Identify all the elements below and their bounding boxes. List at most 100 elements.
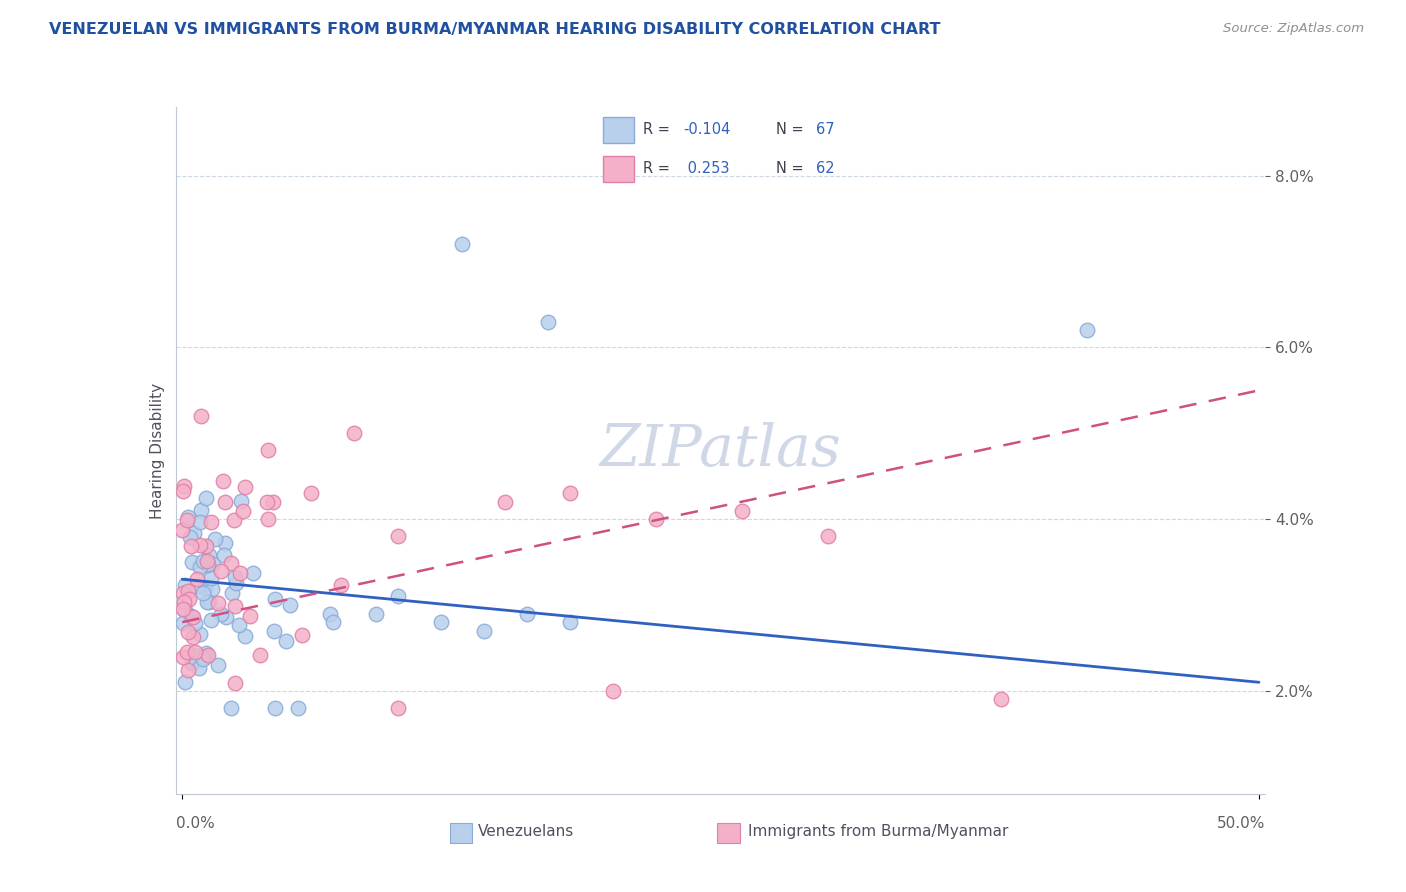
Point: [191, 586, 214, 600]
Point: [387, 529, 409, 543]
Point: [172, 523, 194, 537]
Point: [173, 595, 195, 609]
Text: N =: N =: [776, 161, 808, 177]
Point: [257, 512, 280, 526]
Point: [228, 566, 250, 581]
Point: [188, 538, 211, 552]
Point: [451, 237, 474, 252]
Point: [287, 701, 309, 715]
Text: 0.0%: 0.0%: [176, 816, 215, 831]
Text: R =: R =: [643, 161, 675, 177]
Point: [387, 701, 409, 715]
Point: [472, 624, 495, 638]
Point: [194, 648, 217, 663]
Point: [202, 557, 225, 571]
Text: Venezuelans: Venezuelans: [478, 824, 574, 838]
Text: N =: N =: [776, 122, 808, 137]
Point: [264, 591, 287, 606]
Point: [645, 512, 668, 526]
Point: [207, 596, 229, 610]
Point: [225, 576, 247, 591]
Point: [176, 645, 198, 659]
Point: [195, 554, 218, 568]
Point: [233, 629, 256, 643]
Point: [173, 602, 195, 616]
Point: [181, 630, 204, 644]
Point: [224, 676, 246, 690]
Text: 62: 62: [817, 161, 835, 177]
Point: [221, 701, 243, 715]
Point: [172, 601, 194, 615]
Point: [558, 615, 581, 630]
Point: [290, 628, 312, 642]
Point: [212, 475, 235, 489]
Point: [231, 504, 253, 518]
Point: [190, 409, 212, 424]
Point: [186, 572, 208, 586]
Point: [197, 648, 219, 662]
Point: [183, 526, 205, 541]
Point: [180, 608, 202, 623]
Point: [194, 491, 217, 505]
Point: [200, 515, 222, 529]
Text: Immigrants from Burma/Myanmar: Immigrants from Burma/Myanmar: [748, 824, 1008, 838]
Point: [201, 582, 224, 596]
Point: [172, 650, 194, 665]
Point: [224, 570, 246, 584]
Point: [172, 483, 194, 498]
Point: [516, 607, 538, 621]
Point: [177, 663, 200, 677]
Point: [204, 532, 226, 546]
Point: [343, 426, 366, 441]
Point: [731, 503, 754, 517]
Point: [221, 556, 243, 570]
Point: [193, 650, 215, 665]
Point: [537, 315, 560, 329]
Text: 50.0%: 50.0%: [1218, 816, 1265, 831]
Text: Source: ZipAtlas.com: Source: ZipAtlas.com: [1223, 22, 1364, 36]
Point: [181, 555, 204, 569]
Point: [1076, 323, 1098, 337]
Point: [233, 480, 256, 494]
Point: [329, 578, 352, 592]
Point: [257, 443, 280, 458]
Point: [181, 610, 204, 624]
Text: ZIPatlas: ZIPatlas: [600, 422, 841, 479]
Point: [188, 627, 211, 641]
Point: [188, 560, 211, 574]
Point: [228, 617, 250, 632]
Point: [299, 486, 322, 500]
Bar: [603, 156, 634, 182]
Point: [179, 591, 201, 606]
Text: R =: R =: [643, 122, 675, 137]
Point: [198, 548, 221, 562]
Point: [186, 579, 208, 593]
Point: [179, 530, 201, 544]
Point: [195, 558, 218, 573]
Point: [172, 615, 194, 630]
Point: [174, 578, 197, 592]
Point: [188, 661, 211, 675]
Point: [278, 598, 301, 612]
Point: [195, 647, 218, 661]
Point: [209, 564, 232, 578]
Point: [177, 584, 200, 599]
Point: [222, 512, 245, 526]
Point: [322, 615, 344, 630]
Text: 0.253: 0.253: [683, 161, 730, 177]
Point: [173, 479, 195, 493]
Bar: [603, 117, 634, 143]
Point: [177, 510, 200, 524]
Point: [262, 495, 284, 509]
Point: [212, 549, 235, 563]
Point: [200, 571, 222, 585]
Point: [990, 692, 1012, 706]
Point: [184, 615, 207, 630]
Point: [188, 516, 211, 530]
Point: [221, 585, 243, 599]
Point: [174, 675, 197, 690]
Point: [214, 495, 236, 509]
Point: [602, 683, 624, 698]
Point: [191, 652, 214, 666]
Text: -0.104: -0.104: [683, 122, 731, 137]
